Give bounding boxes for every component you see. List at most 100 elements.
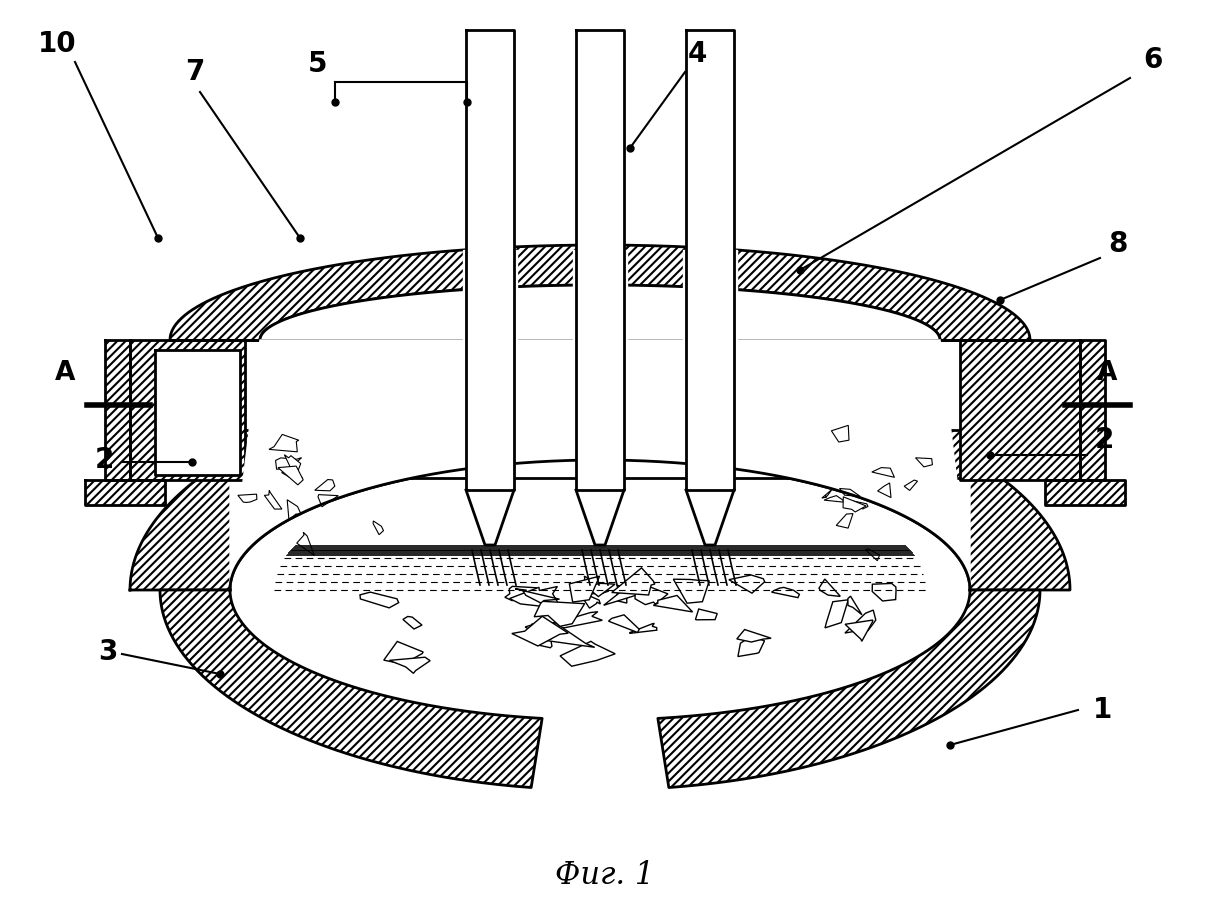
Polygon shape <box>737 636 764 656</box>
Polygon shape <box>390 657 430 674</box>
Polygon shape <box>515 589 559 603</box>
Polygon shape <box>561 642 615 666</box>
Polygon shape <box>585 576 609 595</box>
Polygon shape <box>573 250 627 345</box>
Polygon shape <box>403 616 421 629</box>
Polygon shape <box>825 495 843 502</box>
Polygon shape <box>608 615 639 632</box>
Polygon shape <box>630 623 656 633</box>
Polygon shape <box>315 480 335 491</box>
Polygon shape <box>264 491 282 509</box>
Polygon shape <box>279 466 303 484</box>
Polygon shape <box>287 500 302 520</box>
Polygon shape <box>845 620 873 642</box>
Text: 7: 7 <box>185 58 205 86</box>
Polygon shape <box>819 579 840 596</box>
Polygon shape <box>282 466 303 483</box>
Text: 4: 4 <box>688 40 707 68</box>
Polygon shape <box>466 490 513 545</box>
Polygon shape <box>85 480 165 505</box>
Text: Фиг. 1: Фиг. 1 <box>556 860 655 891</box>
Polygon shape <box>576 490 624 545</box>
Polygon shape <box>552 611 602 631</box>
Polygon shape <box>512 616 568 646</box>
Polygon shape <box>916 458 932 467</box>
Polygon shape <box>237 494 257 503</box>
Polygon shape <box>960 340 1080 480</box>
Text: 10: 10 <box>38 30 76 58</box>
Polygon shape <box>160 590 543 788</box>
Polygon shape <box>825 600 848 628</box>
Polygon shape <box>466 30 513 490</box>
Polygon shape <box>866 548 879 560</box>
Polygon shape <box>130 430 286 478</box>
Text: 2: 2 <box>1095 426 1114 454</box>
Polygon shape <box>1080 340 1104 480</box>
Polygon shape <box>685 30 734 490</box>
Polygon shape <box>736 630 771 642</box>
Polygon shape <box>843 497 866 512</box>
Polygon shape <box>658 590 1040 788</box>
Text: 6: 6 <box>1143 46 1163 74</box>
Polygon shape <box>318 494 338 506</box>
Text: A: A <box>1097 360 1118 386</box>
Polygon shape <box>360 592 398 608</box>
Polygon shape <box>851 501 868 509</box>
Polygon shape <box>540 622 595 647</box>
Polygon shape <box>170 245 1031 340</box>
Polygon shape <box>297 532 315 556</box>
Polygon shape <box>653 595 693 612</box>
Polygon shape <box>729 575 764 593</box>
Text: 2: 2 <box>94 446 114 474</box>
Text: 8: 8 <box>1108 230 1127 258</box>
Polygon shape <box>604 587 639 605</box>
Polygon shape <box>286 430 914 478</box>
Polygon shape <box>463 250 517 345</box>
Polygon shape <box>914 430 1080 478</box>
Polygon shape <box>536 624 552 648</box>
Polygon shape <box>569 576 599 602</box>
Polygon shape <box>534 601 585 626</box>
Polygon shape <box>574 583 601 601</box>
Polygon shape <box>526 622 566 641</box>
Polygon shape <box>837 514 853 528</box>
Polygon shape <box>230 430 970 590</box>
Polygon shape <box>771 588 799 598</box>
Polygon shape <box>587 583 615 597</box>
Polygon shape <box>130 375 1071 590</box>
Text: 1: 1 <box>1094 696 1112 724</box>
Polygon shape <box>510 587 562 609</box>
Text: 5: 5 <box>308 50 327 78</box>
Polygon shape <box>576 30 624 490</box>
Polygon shape <box>575 585 599 590</box>
Polygon shape <box>839 488 860 496</box>
Polygon shape <box>578 590 601 608</box>
Polygon shape <box>822 489 832 498</box>
Text: 3: 3 <box>98 638 117 666</box>
Polygon shape <box>384 642 423 664</box>
Polygon shape <box>635 581 668 605</box>
Polygon shape <box>105 340 130 480</box>
Polygon shape <box>695 609 717 620</box>
Polygon shape <box>832 425 849 442</box>
Polygon shape <box>130 340 245 480</box>
Polygon shape <box>1045 480 1125 505</box>
Polygon shape <box>155 350 240 475</box>
Polygon shape <box>269 434 299 452</box>
Polygon shape <box>878 483 891 497</box>
Polygon shape <box>276 458 302 469</box>
Polygon shape <box>673 579 710 603</box>
Polygon shape <box>373 521 384 535</box>
Polygon shape <box>848 596 862 615</box>
Polygon shape <box>845 610 876 633</box>
Polygon shape <box>612 568 655 595</box>
Polygon shape <box>905 480 918 491</box>
Polygon shape <box>285 454 300 472</box>
Polygon shape <box>505 587 536 600</box>
Polygon shape <box>685 490 734 545</box>
Polygon shape <box>260 285 940 340</box>
Polygon shape <box>683 250 737 345</box>
Text: A: A <box>54 360 75 386</box>
Polygon shape <box>872 468 895 477</box>
Polygon shape <box>230 340 970 590</box>
